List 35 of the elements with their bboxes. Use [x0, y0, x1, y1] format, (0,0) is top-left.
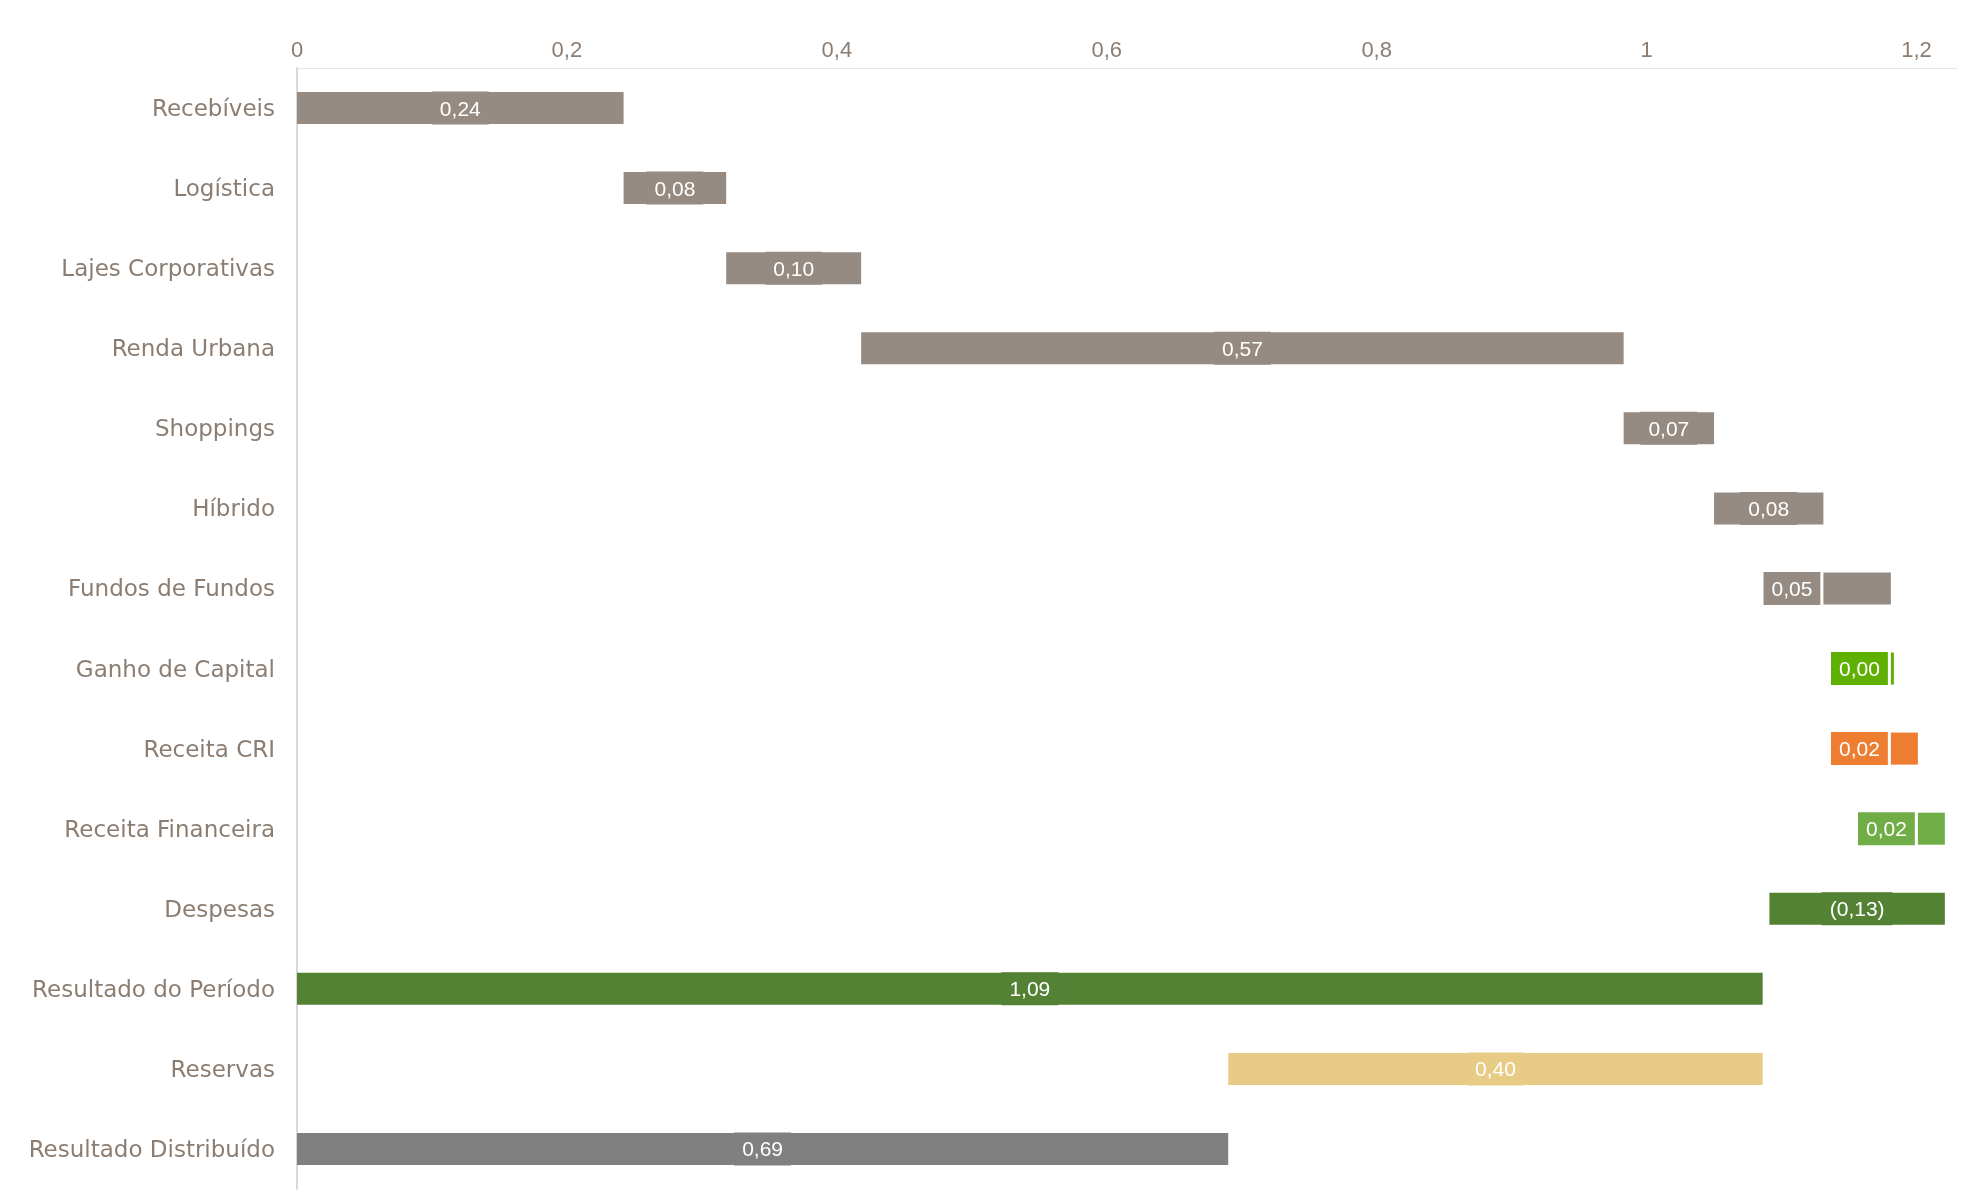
x-tick-label: 0,8: [1361, 36, 1392, 62]
y-tick-label: Receita Financeira: [64, 815, 275, 842]
x-tick-label: 0,6: [1091, 36, 1123, 62]
x-tick-label: 0: [290, 36, 304, 62]
y-tick-label: Lajes Corporativas: [61, 255, 275, 282]
data-label: 0,24: [439, 96, 482, 120]
data-label: 0,57: [1221, 336, 1263, 360]
y-tick-label: Híbrido: [192, 495, 275, 522]
data-label: 0,10: [773, 256, 815, 280]
x-tick-label: 0,2: [551, 36, 583, 62]
data-label: 0,69: [742, 1137, 784, 1161]
y-tick-label: Receita CRI: [143, 735, 275, 762]
x-tick-label: 0,4: [821, 36, 853, 62]
y-tick-label: Ganho de Capital: [75, 655, 275, 682]
y-tick-label: Resultado do Período: [32, 975, 275, 1002]
y-tick-label: Logística: [173, 175, 275, 202]
data-label: (0,13): [1829, 897, 1885, 921]
y-tick-label: Despesas: [164, 895, 275, 922]
x-tick-label: 1,2: [1901, 36, 1932, 62]
y-tick-label: Reservas: [170, 1055, 275, 1082]
y-tick-label: Renda Urbana: [111, 335, 275, 362]
y-tick-label: Fundos de Fundos: [68, 575, 275, 602]
data-label: 0,02: [1865, 817, 1907, 841]
data-label: 1,09: [1009, 977, 1051, 1001]
data-label: 0,02: [1838, 737, 1880, 761]
data-label: 0,07: [1648, 416, 1690, 440]
x-tick-label: 1: [1640, 36, 1653, 62]
data-label: 0,00: [1838, 657, 1880, 681]
y-tick-label: Shoppings: [155, 415, 275, 442]
y-tick-label: Recebíveis: [151, 95, 275, 122]
data-label: 0,08: [1748, 496, 1790, 520]
data-label: 0,05: [1771, 576, 1813, 600]
y-tick-label: Resultado Distribuído: [28, 1135, 275, 1162]
data-label: 0,40: [1475, 1057, 1516, 1081]
data-label: 0,08: [654, 176, 696, 200]
